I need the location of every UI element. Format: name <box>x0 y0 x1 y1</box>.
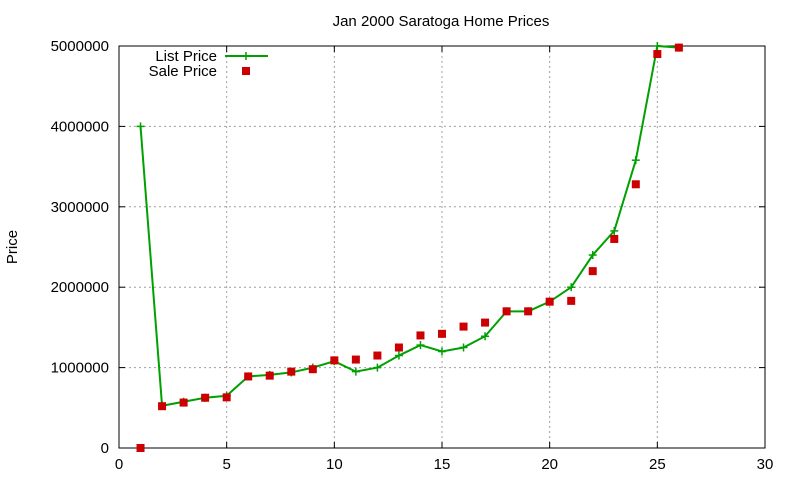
sale-price-point <box>567 296 576 305</box>
chart-title: Jan 2000 Saratoga Home Prices <box>333 13 550 30</box>
x-tick-label: 25 <box>649 456 666 473</box>
sale-price-point <box>244 372 253 381</box>
legend-label-list-price: List Price <box>155 48 217 65</box>
tick-layer: 0 5 10 15 20 25 30 0 1000000 2000000 3000000 400000… <box>51 38 774 473</box>
grid-layer <box>119 46 765 448</box>
sale-price-point <box>351 355 360 364</box>
sale-price-point <box>158 402 167 411</box>
y-axis-title: Price <box>4 230 21 264</box>
sale-price-point <box>308 365 317 374</box>
y-tick-label: 4000000 <box>51 118 109 135</box>
list-price-point <box>438 347 446 356</box>
legend-marker-list-price <box>242 52 250 60</box>
list-price-point <box>588 251 597 260</box>
list-price-point <box>567 283 576 292</box>
x-tick-label: 5 <box>222 456 230 473</box>
sale-price-point <box>545 297 554 306</box>
y-tick-label: 3000000 <box>51 199 109 216</box>
series-layer <box>136 42 683 452</box>
list-price-point <box>481 332 490 341</box>
sale-price-point <box>610 234 619 243</box>
sale-price-point <box>179 398 188 407</box>
list-price-point <box>351 367 360 376</box>
x-tick-label: 20 <box>541 456 558 473</box>
sale-price-point <box>631 180 640 189</box>
sale-price-point <box>222 393 231 402</box>
sale-price-point <box>502 307 511 316</box>
sale-price-point <box>287 367 296 376</box>
list-price-point <box>653 42 662 50</box>
sale-price-point <box>524 307 533 316</box>
sale-price-point <box>201 393 210 402</box>
list-price-point <box>136 122 145 131</box>
sale-price-point <box>438 329 446 338</box>
sale-price-point <box>588 267 597 276</box>
list-price-point <box>416 341 425 350</box>
sale-price-point <box>653 50 662 59</box>
sale-price-point <box>459 322 468 331</box>
list-price-point <box>610 226 619 235</box>
sale-price-point <box>481 318 490 327</box>
y-tick-label: 0 <box>101 440 109 457</box>
list-price-point <box>394 351 403 360</box>
y-tick-label: 5000000 <box>51 38 109 55</box>
y-tick-label: 1000000 <box>51 360 109 377</box>
legend-marker-sale-price <box>242 67 250 75</box>
sale-price-point <box>265 371 274 380</box>
x-tick-label: 10 <box>326 456 343 473</box>
series-line-list-price <box>139 44 679 407</box>
x-tick-label: 0 <box>115 456 123 473</box>
x-tick-label: 30 <box>757 456 774 473</box>
sale-price-point <box>373 351 382 360</box>
list-price-point <box>373 363 382 372</box>
x-tick-label: 15 <box>434 456 451 473</box>
legend-label-sale-price: Sale Price <box>149 63 217 80</box>
sale-price-point <box>136 444 145 452</box>
sale-price-point <box>330 356 339 365</box>
list-price-point <box>631 156 640 165</box>
sale-price-point <box>394 343 403 352</box>
sale-price-point <box>674 43 683 52</box>
legend: List Price Sale Price <box>149 48 268 80</box>
list-price-point <box>459 343 468 352</box>
y-tick-label: 2000000 <box>51 279 109 296</box>
sale-price-point <box>416 331 425 340</box>
